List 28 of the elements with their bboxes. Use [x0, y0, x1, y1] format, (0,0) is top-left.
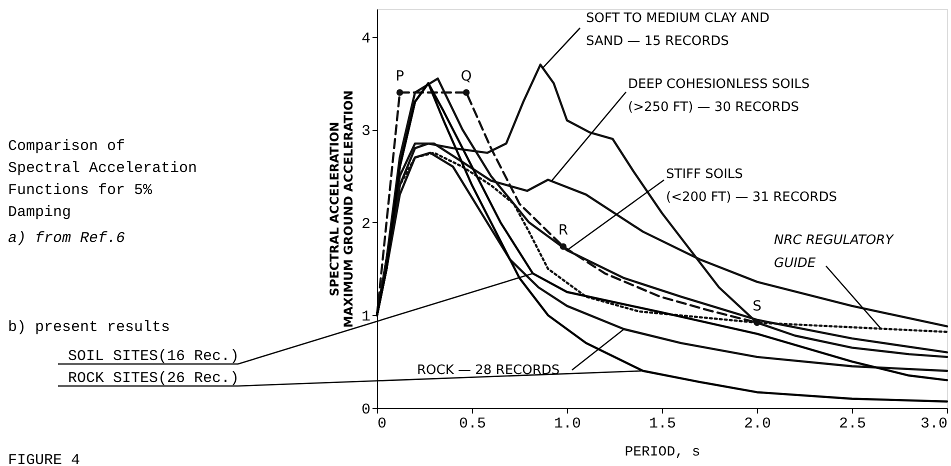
caption: FIGURE 4	[8, 452, 80, 466]
annotation: ROCK SITES(26 Rec.)	[68, 370, 240, 387]
annotation: DEEP COHESIONLESS SOILS (>250 FT) — 30 RECORDS	[628, 77, 810, 115]
annotation: Q	[460, 68, 472, 85]
y-tick-label: 4	[361, 30, 370, 48]
x-tick-label: 2.5	[838, 416, 866, 432]
x-tick-label: 1.5	[648, 416, 676, 432]
annotation: STIFF SOILS (<200 FT) — 31 RECORDS	[666, 167, 837, 205]
x-tick-label: 2.0	[744, 416, 772, 432]
annotation: P	[396, 68, 404, 85]
annotation: NRC REGULATORY GUIDE	[774, 233, 894, 271]
y-axis-title: SPECTRAL ACCELERATION MAXIMUM GROUND ACCELERATION	[328, 90, 356, 328]
x-tick-label: 1.0	[554, 416, 582, 432]
annotation: R	[558, 222, 568, 239]
text: b) present results	[8, 319, 170, 336]
y-tick-label: 3	[361, 123, 370, 140]
x-tick-label: 0	[378, 416, 387, 432]
annotation: SOIL SITES(16 Rec.)	[68, 348, 240, 365]
text: a) from Ref.6	[8, 230, 126, 247]
annotation: ROCK — 28 RECORDS	[417, 363, 560, 378]
x-tick-label: 3.0	[920, 416, 948, 432]
y-tick-label: 1	[361, 308, 370, 326]
annotation: SOFT TO MEDIUM CLAY AND SAND — 15 RECORDS	[586, 11, 770, 49]
x-tick-label: 0.5	[458, 416, 486, 432]
x-axis-title: PERIOD, s	[624, 444, 700, 460]
annotation: S	[752, 298, 762, 315]
y-tick-label: 2	[361, 216, 370, 233]
y-tick-label: 0	[361, 402, 370, 418]
